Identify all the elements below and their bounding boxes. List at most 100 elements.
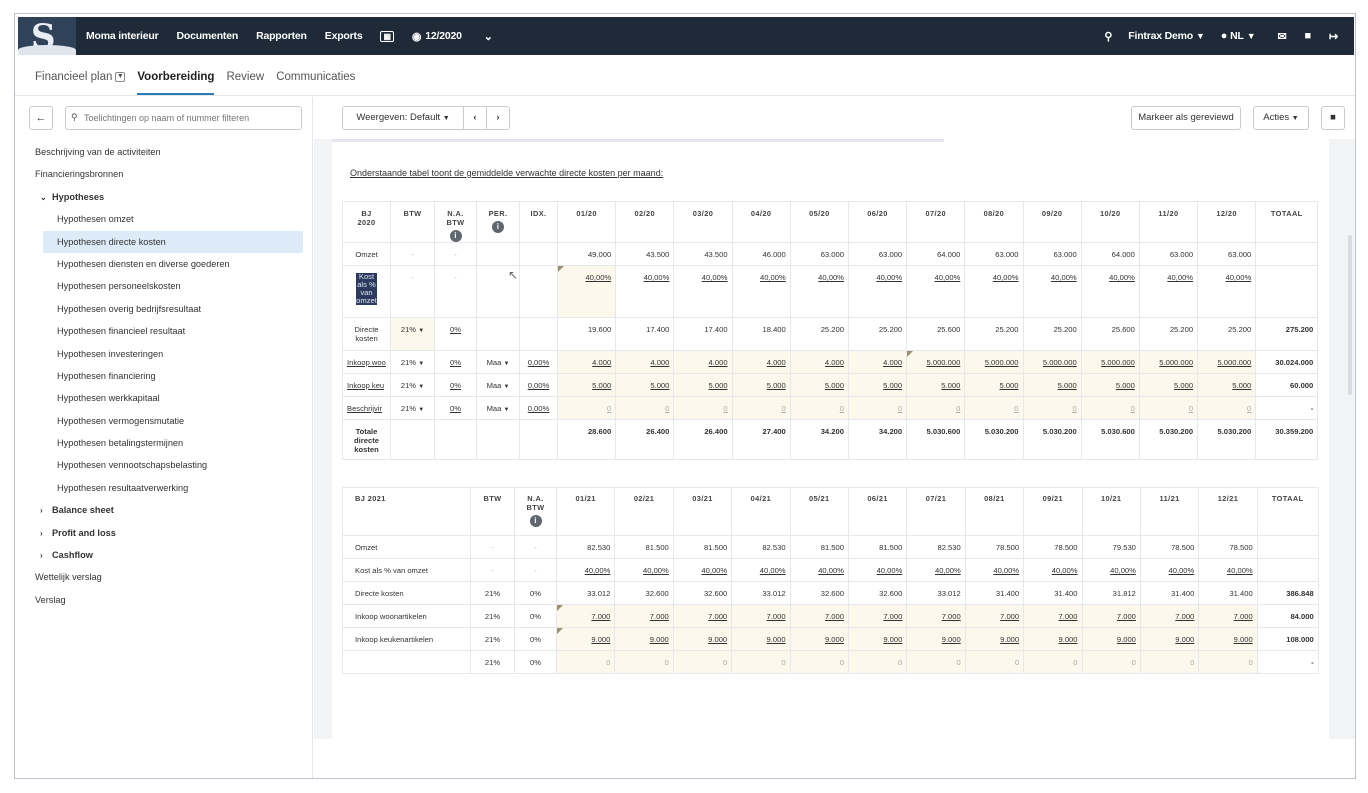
value-cell[interactable]: 7.000 [1139,604,1200,628]
value-cell[interactable]: 5.000 [789,373,849,397]
btw-select[interactable]: 21% ▼ [390,317,435,351]
sidebar-item-hypotheses[interactable]: ⌄ Hypotheses [15,186,313,208]
value-cell[interactable]: 5.000 [615,373,675,397]
value-cell[interactable]: 0 [1023,650,1083,674]
value-cell[interactable]: 4.000 [847,350,908,374]
weergeven-dropdown[interactable]: Weergeven: Default ▼ [342,106,464,130]
value-cell[interactable]: 0 [906,650,966,674]
comments-button[interactable]: ■ [1321,106,1345,130]
value-cell[interactable]: 40,00% [1197,265,1257,318]
value-cell[interactable]: 40,00% [964,558,1025,582]
vertical-scrollbar[interactable] [1348,235,1352,395]
row-label-input[interactable]: Inkoop keu [342,373,391,397]
value-cell[interactable]: 5.000.000 [1022,350,1082,374]
value-cell[interactable]: 5.000 [673,373,733,397]
language-chevron-icon[interactable]: ▼ [1246,31,1256,41]
value-cell[interactable]: 0 [847,650,908,674]
info-icon[interactable]: i [529,515,542,527]
period-selector[interactable]: 12/2020 [425,30,462,42]
search-icon[interactable]: ⚲ [1104,30,1113,43]
na-btw-cell[interactable]: 0% [434,373,477,397]
value-cell[interactable]: 7.000 [1081,604,1141,628]
value-cell[interactable]: 7.000 [1198,604,1258,628]
sidebar-item-hypothesen-directe-kosten[interactable]: Hypothesen directe kosten [43,230,303,253]
value-cell[interactable]: 7.000 [731,604,791,628]
sidebar-item-verslag[interactable]: Verslag [35,594,66,605]
value-cell[interactable]: 9.000 [789,627,849,651]
sidebar-item-hypothesen-diensten[interactable]: Hypothesen diensten en diverse goederen [57,258,230,269]
value-cell[interactable]: 40,00% [1138,265,1199,318]
mail-icon[interactable]: ✉ [1277,30,1287,43]
nav-documenten[interactable]: Documenten [176,30,239,42]
value-cell[interactable]: 9.000 [672,627,733,651]
value-cell[interactable]: 4.000 [615,350,675,374]
value-cell[interactable]: 0 [906,396,966,420]
value-cell[interactable]: 40,00% [731,558,791,582]
caret-down-icon[interactable]: ▼ [115,71,126,82]
value-cell[interactable]: 40,00% [847,265,908,318]
idx-cell[interactable]: 0,00% [519,373,558,397]
value-cell[interactable]: 7.000 [964,604,1025,628]
value-cell[interactable]: 0 [789,396,849,420]
value-cell[interactable]: 0 [1022,396,1082,420]
company-selector[interactable]: Fintrax Demo [1128,30,1193,42]
back-button[interactable]: ← [29,106,53,130]
per-select[interactable]: Maa ▼ [476,373,520,397]
value-cell[interactable]: 0 [1198,650,1258,674]
value-cell[interactable]: 5.000 [556,373,617,397]
value-cell[interactable]: 0 [964,650,1025,674]
row-label[interactable]: Kost als % van omzet [342,265,391,318]
value-cell[interactable]: 5.000 [906,373,966,397]
info-icon[interactable]: i [492,221,504,233]
value-cell[interactable]: 7.000 [1023,604,1083,628]
nav-rapporten[interactable]: Rapporten [256,30,307,42]
info-icon[interactable]: i [449,230,462,242]
value-cell[interactable]: 5.000 [847,373,908,397]
sidebar-item-hypothesen-omzet[interactable]: Hypothesen omzet [57,214,134,225]
na-btw-cell[interactable]: 0% [434,317,477,351]
value-cell[interactable]: 0 [555,650,616,674]
sidebar-item-hypothesen-vennootschapsbelasting[interactable]: Hypothesen vennootschapsbelasting [57,460,208,471]
value-cell[interactable]: 40,00% [731,265,791,318]
value-cell[interactable]: 40,00% [964,265,1024,318]
sidebar-item-hypothesen-investeringen[interactable]: Hypothesen investeringen [57,348,164,359]
value-cell[interactable]: 5.000.000 [1197,350,1257,374]
value-cell[interactable]: 4.000 [789,350,849,374]
btw-select[interactable]: 21% ▼ [390,373,435,397]
value-cell[interactable]: 40,00% [556,265,617,318]
row-label-input[interactable]: Beschrijvir [342,396,391,420]
idx-cell[interactable]: 0,00% [519,396,558,420]
value-cell[interactable]: 9.000 [1198,627,1258,651]
value-cell[interactable]: 40,00% [672,558,733,582]
btw-select[interactable]: 21% ▼ [390,350,435,374]
value-cell[interactable]: 40,00% [673,265,733,318]
value-cell[interactable]: 9.000 [906,627,966,651]
sidebar-item-financieringsbronnen[interactable]: Financieringsbronnen [35,169,124,180]
acties-dropdown[interactable]: Acties ▼ [1253,106,1309,130]
chevron-down-icon[interactable]: ⌄ [483,30,493,43]
na-btw-cell[interactable]: 0% [434,350,477,374]
value-cell[interactable]: 4.000 [556,350,617,374]
value-cell[interactable]: 5.000 [1080,373,1140,397]
value-cell[interactable]: 9.000 [731,627,791,651]
value-cell[interactable]: 0 [731,650,791,674]
value-cell[interactable]: 7.000 [555,604,616,628]
value-cell[interactable]: 5.000 [1138,373,1199,397]
value-cell[interactable]: 0 [1197,396,1257,420]
value-cell[interactable]: 9.000 [614,627,674,651]
chat-icon[interactable]: ■ [1304,30,1312,42]
value-cell[interactable]: 7.000 [906,604,966,628]
sidebar-item-hypothesen-financieel[interactable]: Hypothesen financieel resultaat [57,326,186,337]
tab-review[interactable]: Review [226,71,265,83]
value-cell[interactable]: 4.000 [731,350,791,374]
value-cell[interactable]: 40,00% [1023,558,1083,582]
sidebar-item-beschrijving[interactable]: Beschrijving van de activiteiten [35,147,161,157]
value-cell[interactable]: 40,00% [1080,265,1140,318]
logout-icon[interactable]: ↦ [1328,30,1338,43]
value-cell[interactable]: 9.000 [555,627,616,651]
sidebar-item-profit-loss[interactable]: › Profit and loss [15,522,313,544]
value-cell[interactable]: 9.000 [1081,627,1141,651]
value-cell[interactable]: 40,00% [1081,558,1141,582]
value-cell[interactable]: 0 [1138,396,1199,420]
na-btw-cell[interactable]: 0% [434,396,477,420]
